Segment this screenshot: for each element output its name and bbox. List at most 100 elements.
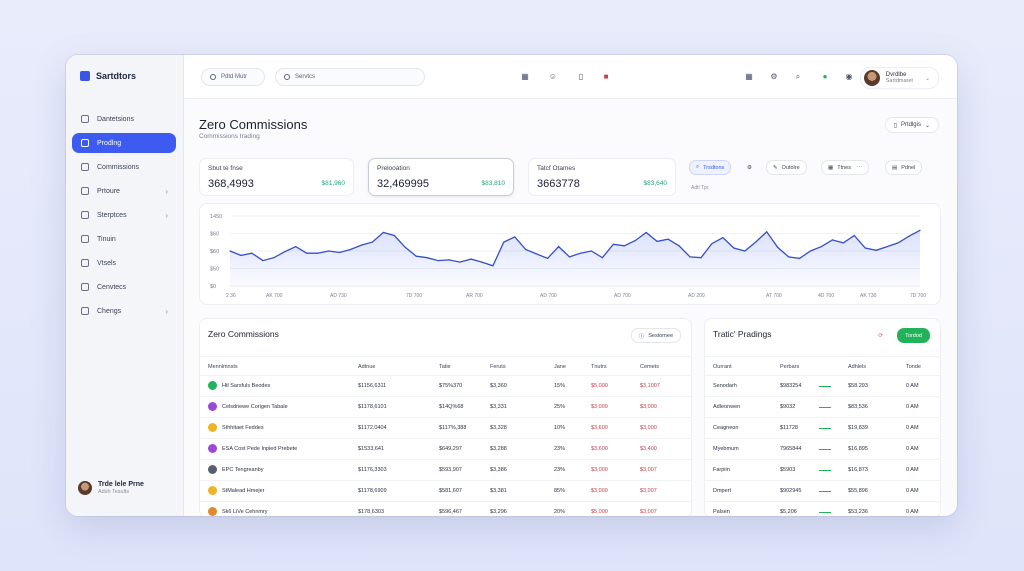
nav-icon [81, 115, 89, 123]
price-chart[interactable]: 1450 $60 $60 $50 $0 2 36 AK 700 AD 730 7D 700 AR … [199, 203, 941, 305]
column-header[interactable]: Adhlels [848, 364, 867, 370]
table-row[interactable]: Sk6 LiVe Cehnmry $178,6303 $596,467 $3,296 2… [200, 502, 691, 516]
sidebar-item[interactable]: Commissions [72, 157, 176, 177]
column-header[interactable]: Tatie [439, 364, 451, 370]
sidebar-item[interactable]: Dantetsions [72, 109, 176, 129]
table-row[interactable]: Sthhitaet Feddes $1172,0404 $117%,388 $3,32… [200, 418, 691, 439]
data-point [722, 237, 724, 239]
table-cell: $9032 [780, 404, 796, 410]
profile-menu[interactable]: Dvrdlbe Sartdmaret ⌄ [859, 67, 939, 89]
table-row[interactable]: Dmpert $902945 $55,896 0 AM [705, 481, 940, 502]
table-row[interactable]: Ceagneon $11728 $19,839 0 AM [705, 418, 940, 439]
sidebar-item[interactable]: Vtsels [72, 253, 176, 273]
user-menu-icon[interactable]: ☺ [548, 72, 558, 81]
data-point [766, 231, 768, 233]
table-row[interactable]: Htl Sarsfuls Beodes $1156,6311 $75%370 $3,3… [200, 376, 691, 397]
table-cell: $5,000 [591, 383, 608, 389]
table-cell: StMalead Hmejer [222, 488, 265, 494]
filter-panel[interactable]: ▤ Pdnel [885, 160, 923, 175]
stat-card[interactable]: Tatcf Otames 3663778 $83,640 [528, 158, 676, 196]
column-header[interactable]: Feruts [490, 364, 506, 370]
sidebar-item[interactable]: Prtoure › [72, 181, 176, 201]
stat-value: 32,469995 [377, 178, 429, 190]
table-row[interactable]: Senodarh $983254 $58.293 0 AM [705, 376, 940, 397]
x-tick-label: AD 700 [614, 293, 631, 299]
data-point [667, 238, 669, 240]
calendar-icon[interactable]: ▦ [745, 72, 753, 81]
market-selector[interactable]: Pdtd Mutr [201, 68, 265, 86]
filter-times[interactable]: ▦ Ttnes ⋯ [821, 160, 870, 175]
search-input[interactable]: Servtcs [275, 68, 425, 86]
table-row[interactable]: Myebmum 7965844 $16,895 0 AM [705, 439, 940, 460]
filter-outline[interactable]: ✎ Outolre [766, 160, 807, 175]
table-cell: $3,000 [591, 488, 608, 494]
data-point [284, 251, 286, 253]
table-cell: $3,000 [591, 404, 608, 410]
table-header: Ourrant Perbars Adhlels Tonde [705, 356, 940, 376]
trade-button[interactable]: Tordod [897, 328, 930, 343]
filter-transactions[interactable]: ⌕ Trsdtons [689, 160, 732, 175]
table-row[interactable]: Adleonwen $9032 $83,536 0 AM [705, 397, 940, 418]
table-cell: $3,1007 [640, 383, 660, 389]
user-profile[interactable]: Trde lele Prne Adsh Tesults [78, 481, 144, 495]
table-row[interactable]: Celsdriewe Corigen Tabale $1178,6101 $14Q%… [200, 397, 691, 418]
data-point [897, 242, 899, 244]
document-icon[interactable]: ▯ [578, 72, 584, 81]
refresh-icon[interactable]: ⟳ [878, 332, 883, 339]
table-cell: $3,360 [490, 383, 507, 389]
data-point [240, 254, 242, 257]
sidebar-item[interactable]: Cenvtecs [72, 277, 176, 297]
table-action-button[interactable]: ⓘ Sestomee [630, 328, 681, 343]
column-header[interactable]: Adtnue [358, 364, 376, 370]
sidebar-item[interactable]: Chengs › [72, 301, 176, 321]
sidebar-item[interactable]: Prodlng [72, 133, 176, 153]
column-header[interactable]: Perbars [780, 364, 800, 370]
data-point [656, 240, 658, 242]
table-cell: $3,000 [640, 404, 657, 410]
column-header[interactable]: Mennlmnsts [208, 364, 238, 370]
flag-icon[interactable]: ■ [603, 72, 609, 81]
search-icon[interactable]: ⌕ [795, 72, 801, 81]
data-point [820, 245, 823, 248]
table-cell: 0 AM [906, 404, 919, 410]
data-point [437, 260, 439, 262]
asset-icon [208, 507, 217, 516]
stat-card-selected[interactable]: Prelooation 32,469995 $83,810 [368, 158, 514, 196]
sidebar-item-label: Commissions [97, 163, 140, 171]
table-cell: ESA Cost Pede Inpied Prebete [222, 446, 298, 452]
table-cell: $3,331 [490, 404, 507, 410]
table-row[interactable]: ESA Cost Pede Inpied Prebete $1533,641 $64… [200, 439, 691, 460]
calendar-icon[interactable]: ▦ [521, 72, 529, 81]
sidebar-item[interactable]: Sterptces › [72, 205, 176, 225]
column-header[interactable]: Ourrant [713, 364, 732, 370]
brand[interactable]: Sartdtors [80, 71, 136, 81]
column-header[interactable]: Cemets [640, 364, 659, 370]
data-point [678, 245, 680, 247]
chart-area [230, 230, 920, 288]
table-cell: EPC Tengreanby [222, 467, 264, 473]
data-point [327, 250, 330, 252]
table-row[interactable]: Palsen $5,206 $53,236 0 AM [705, 502, 940, 516]
filter-label: Ttnes [837, 164, 851, 171]
stat-card[interactable]: Sbut te fnse 368,4993 $81,960 [199, 158, 354, 196]
commissions-table: Zero Commissions ⓘ Sestomee Mennlmnsts Ad… [199, 318, 692, 516]
table-cell: $16,873 [848, 467, 868, 473]
pricing-dropdown[interactable]: ▯ Prtdlgis ⌄ [884, 117, 939, 133]
table-row[interactable]: StMalead Hmejer $1178,6909 $581,607 $3,381 8… [200, 481, 691, 502]
table-cell: Ceagneon [713, 425, 739, 431]
data-point [503, 241, 505, 243]
data-point [787, 256, 790, 258]
settings-icon[interactable]: ⚙ [770, 72, 778, 81]
sidebar-item[interactable]: Tinuin [72, 229, 176, 249]
column-header[interactable]: Tonde [906, 364, 921, 370]
settings-icon[interactable]: ⚙ [747, 164, 752, 171]
table-cell: 15% [554, 383, 566, 389]
column-header[interactable]: Tnutrs [591, 364, 607, 370]
x-tick-label: AT 700 [766, 293, 782, 299]
table-row[interactable]: EPC Tengreanby $1176,3303 $593,907 $3,386 23… [200, 460, 691, 481]
table-cell: $53,236 [848, 509, 868, 515]
bell-icon[interactable]: ● [822, 72, 828, 81]
table-row[interactable]: Farpiin $5903 $16,873 0 AM [705, 460, 940, 481]
column-header[interactable]: Jane [554, 364, 566, 370]
avatar[interactable]: ◉ [845, 72, 853, 81]
